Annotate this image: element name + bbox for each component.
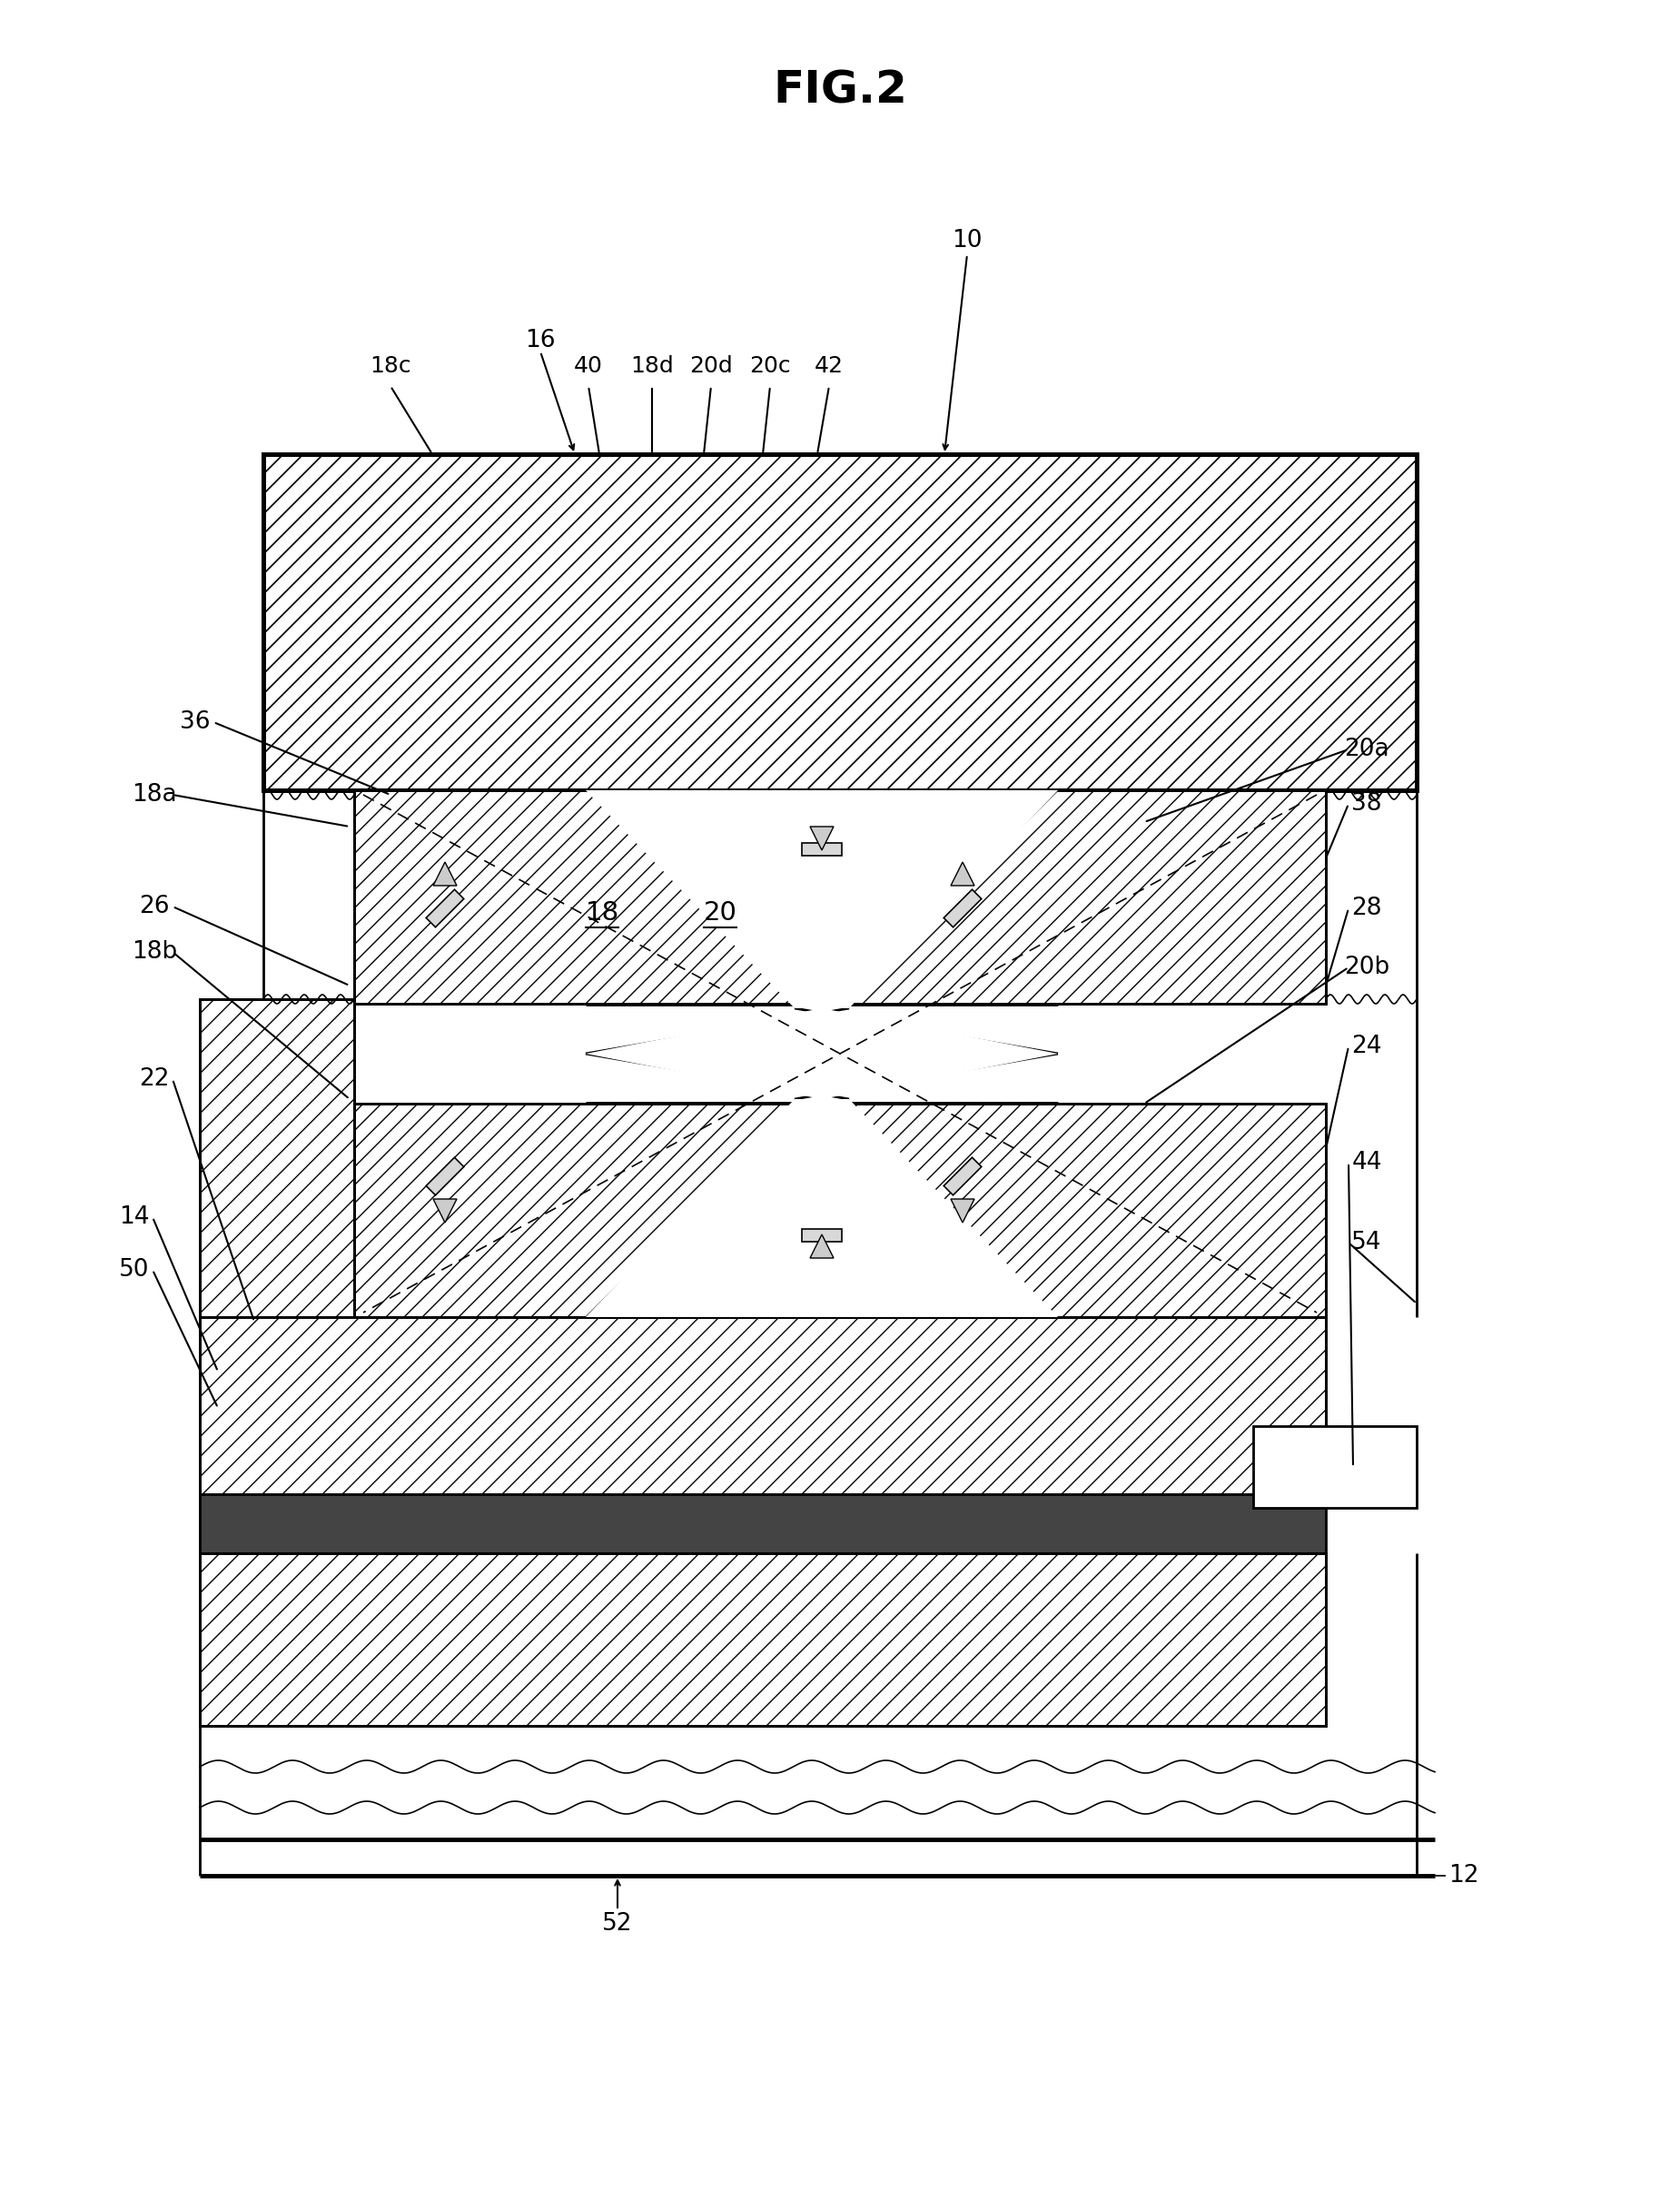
Text: 18b: 18b xyxy=(131,939,176,964)
Text: 24: 24 xyxy=(1351,1034,1383,1058)
Text: 12: 12 xyxy=(1448,1863,1478,1888)
Bar xyxy=(200,999,354,1318)
Polygon shape xyxy=(427,1157,464,1195)
Polygon shape xyxy=(433,862,457,887)
Polygon shape xyxy=(944,1157,981,1195)
Polygon shape xyxy=(810,827,833,849)
Text: 18a: 18a xyxy=(131,783,176,807)
Text: 18c: 18c xyxy=(370,354,412,376)
Text: 54: 54 xyxy=(1351,1230,1383,1254)
Polygon shape xyxy=(944,889,981,926)
Text: 20d: 20d xyxy=(689,354,732,376)
Bar xyxy=(264,453,1416,790)
Bar xyxy=(200,1553,1326,1725)
Polygon shape xyxy=(354,1104,813,1318)
Polygon shape xyxy=(586,1008,1058,1100)
Polygon shape xyxy=(951,1199,974,1223)
Bar xyxy=(200,1494,1326,1553)
Polygon shape xyxy=(354,790,813,1003)
Polygon shape xyxy=(433,1199,457,1223)
Text: 20a: 20a xyxy=(1344,737,1389,761)
Text: 50: 50 xyxy=(119,1258,150,1283)
Polygon shape xyxy=(810,1234,833,1258)
Text: 28: 28 xyxy=(1351,898,1383,920)
Text: 36: 36 xyxy=(180,711,210,735)
Text: 38: 38 xyxy=(1351,792,1383,816)
Polygon shape xyxy=(951,862,974,887)
Polygon shape xyxy=(832,790,1326,1003)
Text: 20c: 20c xyxy=(749,354,791,376)
Bar xyxy=(264,453,1416,790)
Text: 20: 20 xyxy=(704,900,738,926)
Polygon shape xyxy=(832,1104,1326,1318)
Text: 14: 14 xyxy=(119,1206,150,1230)
Bar xyxy=(200,999,354,1318)
Bar xyxy=(1253,1426,1416,1507)
Text: 22: 22 xyxy=(139,1067,170,1091)
Text: 40: 40 xyxy=(575,354,603,376)
Polygon shape xyxy=(801,1230,842,1243)
Text: 20b: 20b xyxy=(1344,955,1389,979)
Text: FIG.2: FIG.2 xyxy=(773,68,907,112)
Polygon shape xyxy=(801,843,842,856)
Polygon shape xyxy=(586,790,1058,1008)
Polygon shape xyxy=(586,1100,1058,1318)
Bar xyxy=(200,1318,1326,1494)
Text: 42: 42 xyxy=(815,354,843,376)
Text: 16: 16 xyxy=(526,328,556,352)
Text: 10: 10 xyxy=(953,229,983,253)
Text: 18d: 18d xyxy=(630,354,674,376)
Bar xyxy=(200,1553,1326,1725)
Text: 18: 18 xyxy=(585,900,618,926)
Text: 26: 26 xyxy=(139,895,170,917)
Text: 52: 52 xyxy=(603,1912,633,1936)
Polygon shape xyxy=(427,889,464,926)
Text: 44: 44 xyxy=(1351,1151,1383,1175)
Bar xyxy=(200,1318,1326,1494)
